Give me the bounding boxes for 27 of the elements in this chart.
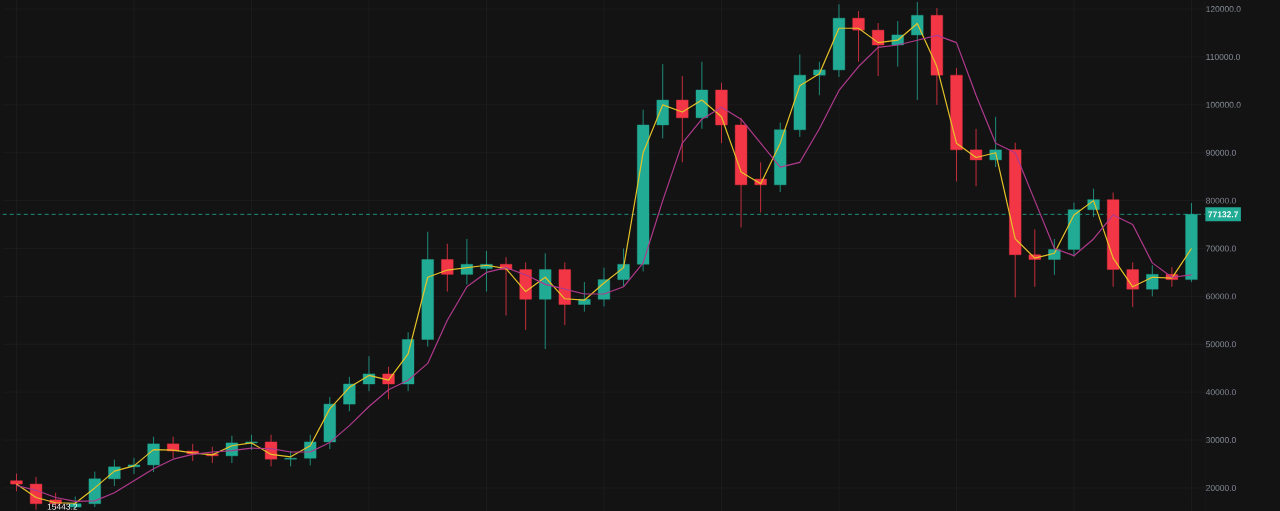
candlestick	[969, 128, 983, 187]
y-tick-label: 40000.0	[1205, 389, 1236, 396]
candlestick	[813, 61, 826, 96]
y-tick-label: 110000.0	[1206, 54, 1240, 61]
y-tick-label: 60000.0	[1206, 293, 1236, 300]
y-tick-label: 20000.0	[1206, 484, 1236, 491]
y-tick-label: 30000.0	[1206, 437, 1236, 444]
candlestick	[676, 75, 689, 163]
candlestick	[872, 22, 885, 77]
candlestick	[1126, 262, 1139, 308]
candlestick	[617, 248, 630, 288]
ref-line-label: 77132.7	[1208, 211, 1239, 218]
candlestick	[147, 436, 160, 473]
y-tick-label: 90000.0	[1206, 149, 1236, 156]
y-tick-label: 120000.0	[1206, 6, 1241, 13]
y-tick-label: 70000.0	[1206, 245, 1236, 252]
y-tick-label: 100000.0	[1206, 101, 1241, 108]
y-tick-label: 80000.0	[1206, 197, 1236, 204]
candlestick	[441, 243, 454, 293]
candlestick	[362, 355, 376, 392]
candlestick	[852, 10, 865, 63]
candlestick	[911, 1, 924, 101]
annotation: 15443.2	[47, 503, 78, 510]
candlestick	[1146, 264, 1159, 297]
candlestick	[343, 376, 356, 412]
candlestick	[460, 238, 473, 285]
y-tick-label: 50000.0	[1206, 341, 1236, 348]
